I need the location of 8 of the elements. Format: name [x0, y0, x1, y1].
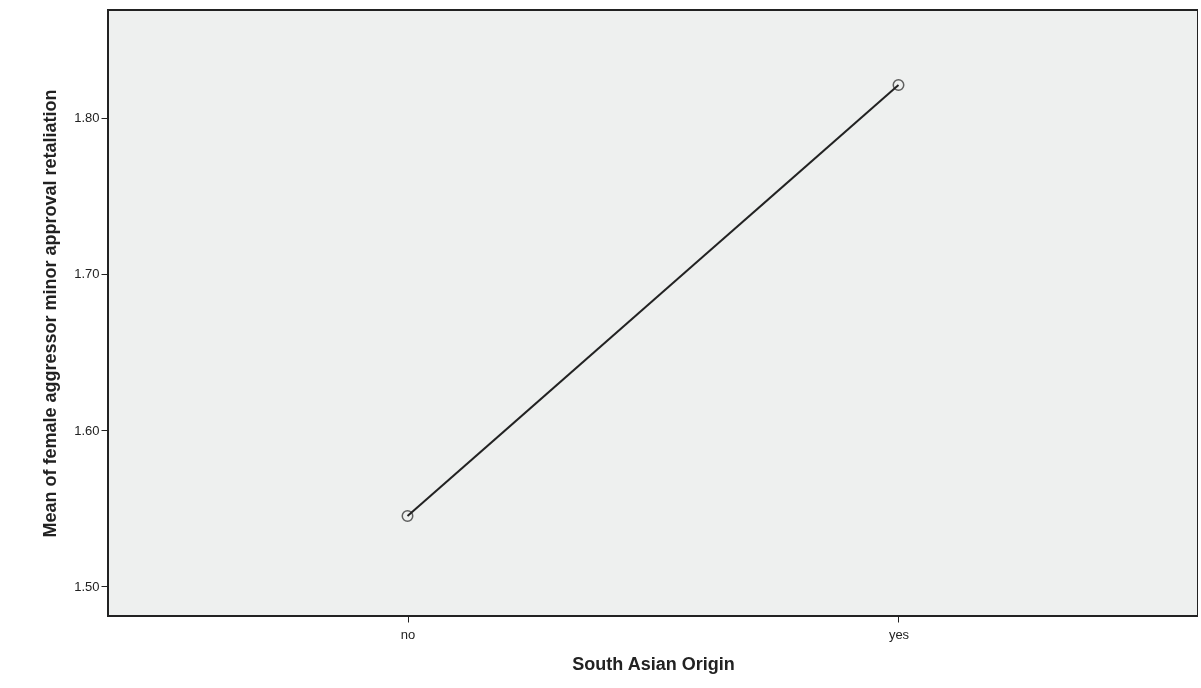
y-tick-label: 1.70 [74, 266, 100, 282]
y-axis-title: Mean of female aggressor minor approval retaliation [40, 89, 61, 538]
x-tick-label: no [400, 626, 416, 642]
y-tick-label: 1.80 [74, 110, 100, 126]
y-tick-label: 1.60 [74, 422, 100, 438]
x-tick-label: yes [888, 626, 910, 642]
x-axis-title: South Asian Origin [572, 653, 735, 674]
y-tick-label: 1.50 [74, 578, 100, 594]
